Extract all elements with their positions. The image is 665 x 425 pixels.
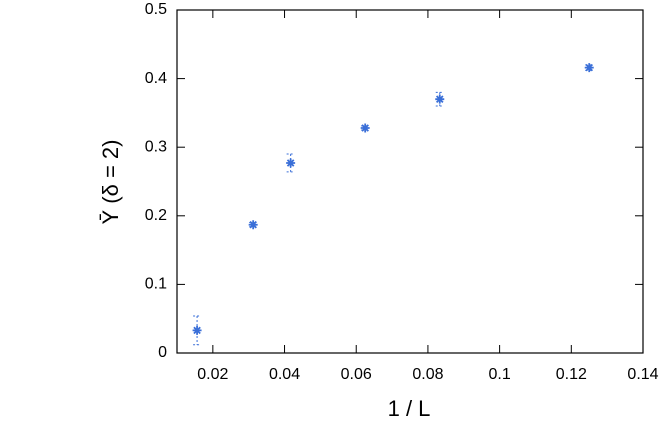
point (584, 63, 594, 73)
error-bar (435, 91, 444, 107)
x-tick-label: 0.08 (412, 366, 443, 383)
point (435, 94, 445, 104)
y-tick-label: 0 (158, 344, 167, 361)
point (192, 325, 202, 335)
y-tick-label: 0.5 (145, 1, 167, 18)
y-tick-label: 0.1 (145, 276, 167, 293)
x-tick-label: 0.1 (488, 366, 510, 383)
x-tick-label: 0.12 (556, 366, 587, 383)
x-tick-label: 0.04 (269, 366, 300, 383)
point (360, 123, 370, 133)
y-tick-label: 0.4 (145, 70, 167, 87)
point (286, 158, 296, 168)
x-tick-label: 0.06 (341, 366, 372, 383)
x-axis-title: 1 / L (388, 396, 431, 421)
y-axis-title: Ῡ (δ = 2) (98, 140, 123, 225)
y-tick-label: 0.2 (145, 207, 167, 224)
plot-frame (176, 9, 644, 354)
y-tick-label: 0.3 (145, 138, 167, 155)
x-tick-label: 0.02 (197, 366, 228, 383)
point (248, 220, 258, 230)
error-bar (193, 315, 202, 346)
x-tick-label: 0.14 (627, 366, 658, 383)
